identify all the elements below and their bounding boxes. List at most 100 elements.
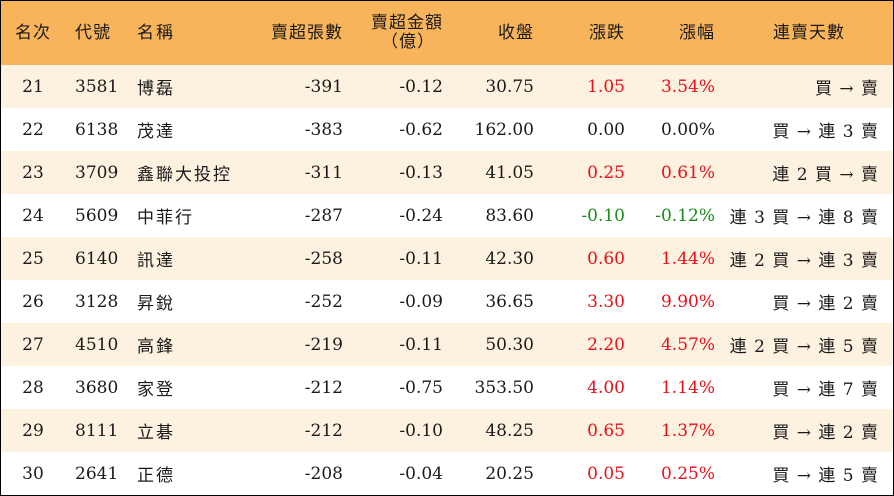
stock-code-cell: 6138: [75, 119, 119, 140]
table-row: 28 3680 家登 -212 -0.75 353.50 4.00 1.14% …: [1, 366, 893, 409]
streak-cell: 買 → 連 2 賣: [772, 423, 879, 443]
change-pct-cell: 0.61%: [660, 162, 715, 183]
change-pct-cell: 1.14%: [660, 377, 715, 398]
change-cell: 0.05: [587, 463, 625, 484]
close-price-cell: 83.60: [485, 205, 534, 226]
streak-cell: 買 → 連 5 賣: [772, 466, 879, 486]
net-sell-amount-cell: -0.24: [399, 205, 443, 226]
change-pct-cell: 0.00%: [660, 119, 715, 140]
header-close: 收盤: [498, 22, 534, 43]
stock-code-cell: 3581: [75, 76, 119, 97]
stock-name-cell: 博磊: [137, 79, 175, 99]
net-sell-lots-cell: -311: [304, 162, 343, 183]
stock-name-cell: 中菲行: [137, 208, 194, 228]
rank-cell: 27: [22, 334, 44, 355]
change-cell: 3.30: [587, 291, 625, 312]
net-sell-amount-cell: -0.11: [399, 248, 443, 269]
stock-code-cell: 5609: [75, 205, 119, 226]
stock-name-cell: 正德: [137, 466, 175, 486]
streak-cell: 連 2 買 → 連 3 賣: [729, 251, 879, 271]
rank-cell: 21: [22, 76, 44, 97]
header-net-sell-lots: 賣超張數: [271, 22, 343, 43]
table-row: 24 5609 中菲行 -287 -0.24 83.60 -0.10 -0.12…: [1, 194, 893, 237]
table-row: 21 3581 博磊 -391 -0.12 30.75 1.05 3.54% 買…: [1, 65, 893, 108]
change-pct-cell: 9.90%: [660, 291, 715, 312]
close-price-cell: 30.75: [485, 76, 534, 97]
stock-name-cell: 訊達: [137, 251, 175, 271]
net-sell-amount-cell: -0.11: [399, 334, 443, 355]
stock-code-cell: 2641: [75, 463, 119, 484]
close-price-cell: 162.00: [474, 119, 534, 140]
net-sell-lots-cell: -219: [304, 334, 343, 355]
net-sell-amount-cell: -0.09: [399, 291, 443, 312]
change-cell: 0.25: [587, 162, 625, 183]
rank-cell: 30: [22, 463, 44, 484]
stock-name-cell: 昇銳: [137, 294, 175, 314]
header-rank: 名次: [15, 22, 51, 43]
change-cell: 2.20: [587, 334, 625, 355]
rank-cell: 26: [22, 291, 44, 312]
close-price-cell: 48.25: [485, 420, 534, 441]
net-sell-amount-cell: -0.04: [399, 463, 443, 484]
header-change: 漲跌: [589, 22, 625, 43]
stock-code-cell: 3709: [75, 162, 119, 183]
net-sell-amount-cell: -0.13: [399, 162, 443, 183]
close-price-cell: 41.05: [485, 162, 534, 183]
net-sell-lots-cell: -383: [304, 119, 343, 140]
stock-name-cell: 高鋒: [137, 337, 175, 357]
net-sell-lots-cell: -391: [304, 76, 343, 97]
change-pct-cell: 0.25%: [660, 463, 715, 484]
streak-cell: 買 → 連 2 賣: [772, 294, 879, 314]
change-cell: 0.65: [587, 420, 625, 441]
change-pct-cell: -0.12%: [655, 205, 715, 226]
header-streak: 連賣天數: [773, 22, 845, 43]
header-net-sell-amount-line1: 賣超金額: [371, 13, 443, 33]
change-pct-cell: 1.37%: [660, 420, 715, 441]
change-pct-cell: 3.54%: [660, 76, 715, 97]
net-sell-lots-cell: -287: [304, 205, 343, 226]
net-sell-lots-cell: -258: [304, 248, 343, 269]
change-cell: 1.05: [587, 76, 625, 97]
change-cell: 0.60: [587, 248, 625, 269]
header-name: 名稱: [137, 22, 175, 43]
stock-name-cell: 茂達: [137, 122, 175, 142]
table-row: 27 4510 高鋒 -219 -0.11 50.30 2.20 4.57% 連…: [1, 323, 893, 366]
table-header: 名次 代號 名稱 賣超張數 賣超金額 （億） 收盤 漲跌 漲幅 連賣天數: [1, 1, 893, 65]
close-price-cell: 353.50: [474, 377, 534, 398]
rank-cell: 28: [22, 377, 44, 398]
net-sell-lots-cell: -252: [304, 291, 343, 312]
net-sell-lots-cell: -208: [304, 463, 343, 484]
change-cell: -0.10: [581, 205, 625, 226]
net-sell-amount-cell: -0.75: [399, 377, 443, 398]
rank-cell: 23: [22, 162, 44, 183]
net-sell-amount-cell: -0.12: [399, 76, 443, 97]
table-row: 29 8111 立碁 -212 -0.10 48.25 0.65 1.37% 買…: [1, 409, 893, 452]
stock-name-cell: 立碁: [137, 423, 175, 443]
change-cell: 4.00: [587, 377, 625, 398]
close-price-cell: 50.30: [485, 334, 534, 355]
table-body: 21 3581 博磊 -391 -0.12 30.75 1.05 3.54% 買…: [1, 65, 893, 495]
streak-cell: 連 2 買 → 賣: [772, 165, 879, 185]
table-row: 25 6140 訊達 -258 -0.11 42.30 0.60 1.44% 連…: [1, 237, 893, 280]
stock-code-cell: 3680: [75, 377, 119, 398]
header-code: 代號: [75, 22, 111, 43]
header-net-sell-amount-line2: （億）: [381, 32, 435, 52]
streak-cell: 連 3 買 → 連 8 賣: [729, 208, 879, 228]
change-pct-cell: 4.57%: [660, 334, 715, 355]
streak-cell: 買 → 賣: [814, 79, 879, 99]
close-price-cell: 42.30: [485, 248, 534, 269]
streak-cell: 買 → 連 3 賣: [772, 122, 879, 142]
rank-cell: 24: [22, 205, 44, 226]
net-sell-amount-cell: -0.62: [399, 119, 443, 140]
net-sell-lots-cell: -212: [304, 420, 343, 441]
header-change-pct: 漲幅: [679, 22, 715, 43]
stock-name-cell: 家登: [137, 380, 175, 400]
stock-name-cell: 鑫聯大投控: [137, 165, 232, 185]
stock-code-cell: 3128: [75, 291, 119, 312]
close-price-cell: 36.65: [485, 291, 534, 312]
streak-cell: 買 → 連 7 賣: [772, 380, 879, 400]
stock-code-cell: 8111: [75, 420, 119, 441]
streak-cell: 連 2 買 → 連 5 賣: [729, 337, 879, 357]
close-price-cell: 20.25: [485, 463, 534, 484]
header-row: 名次 代號 名稱 賣超張數 賣超金額 （億） 收盤 漲跌 漲幅 連賣天數: [1, 1, 893, 65]
